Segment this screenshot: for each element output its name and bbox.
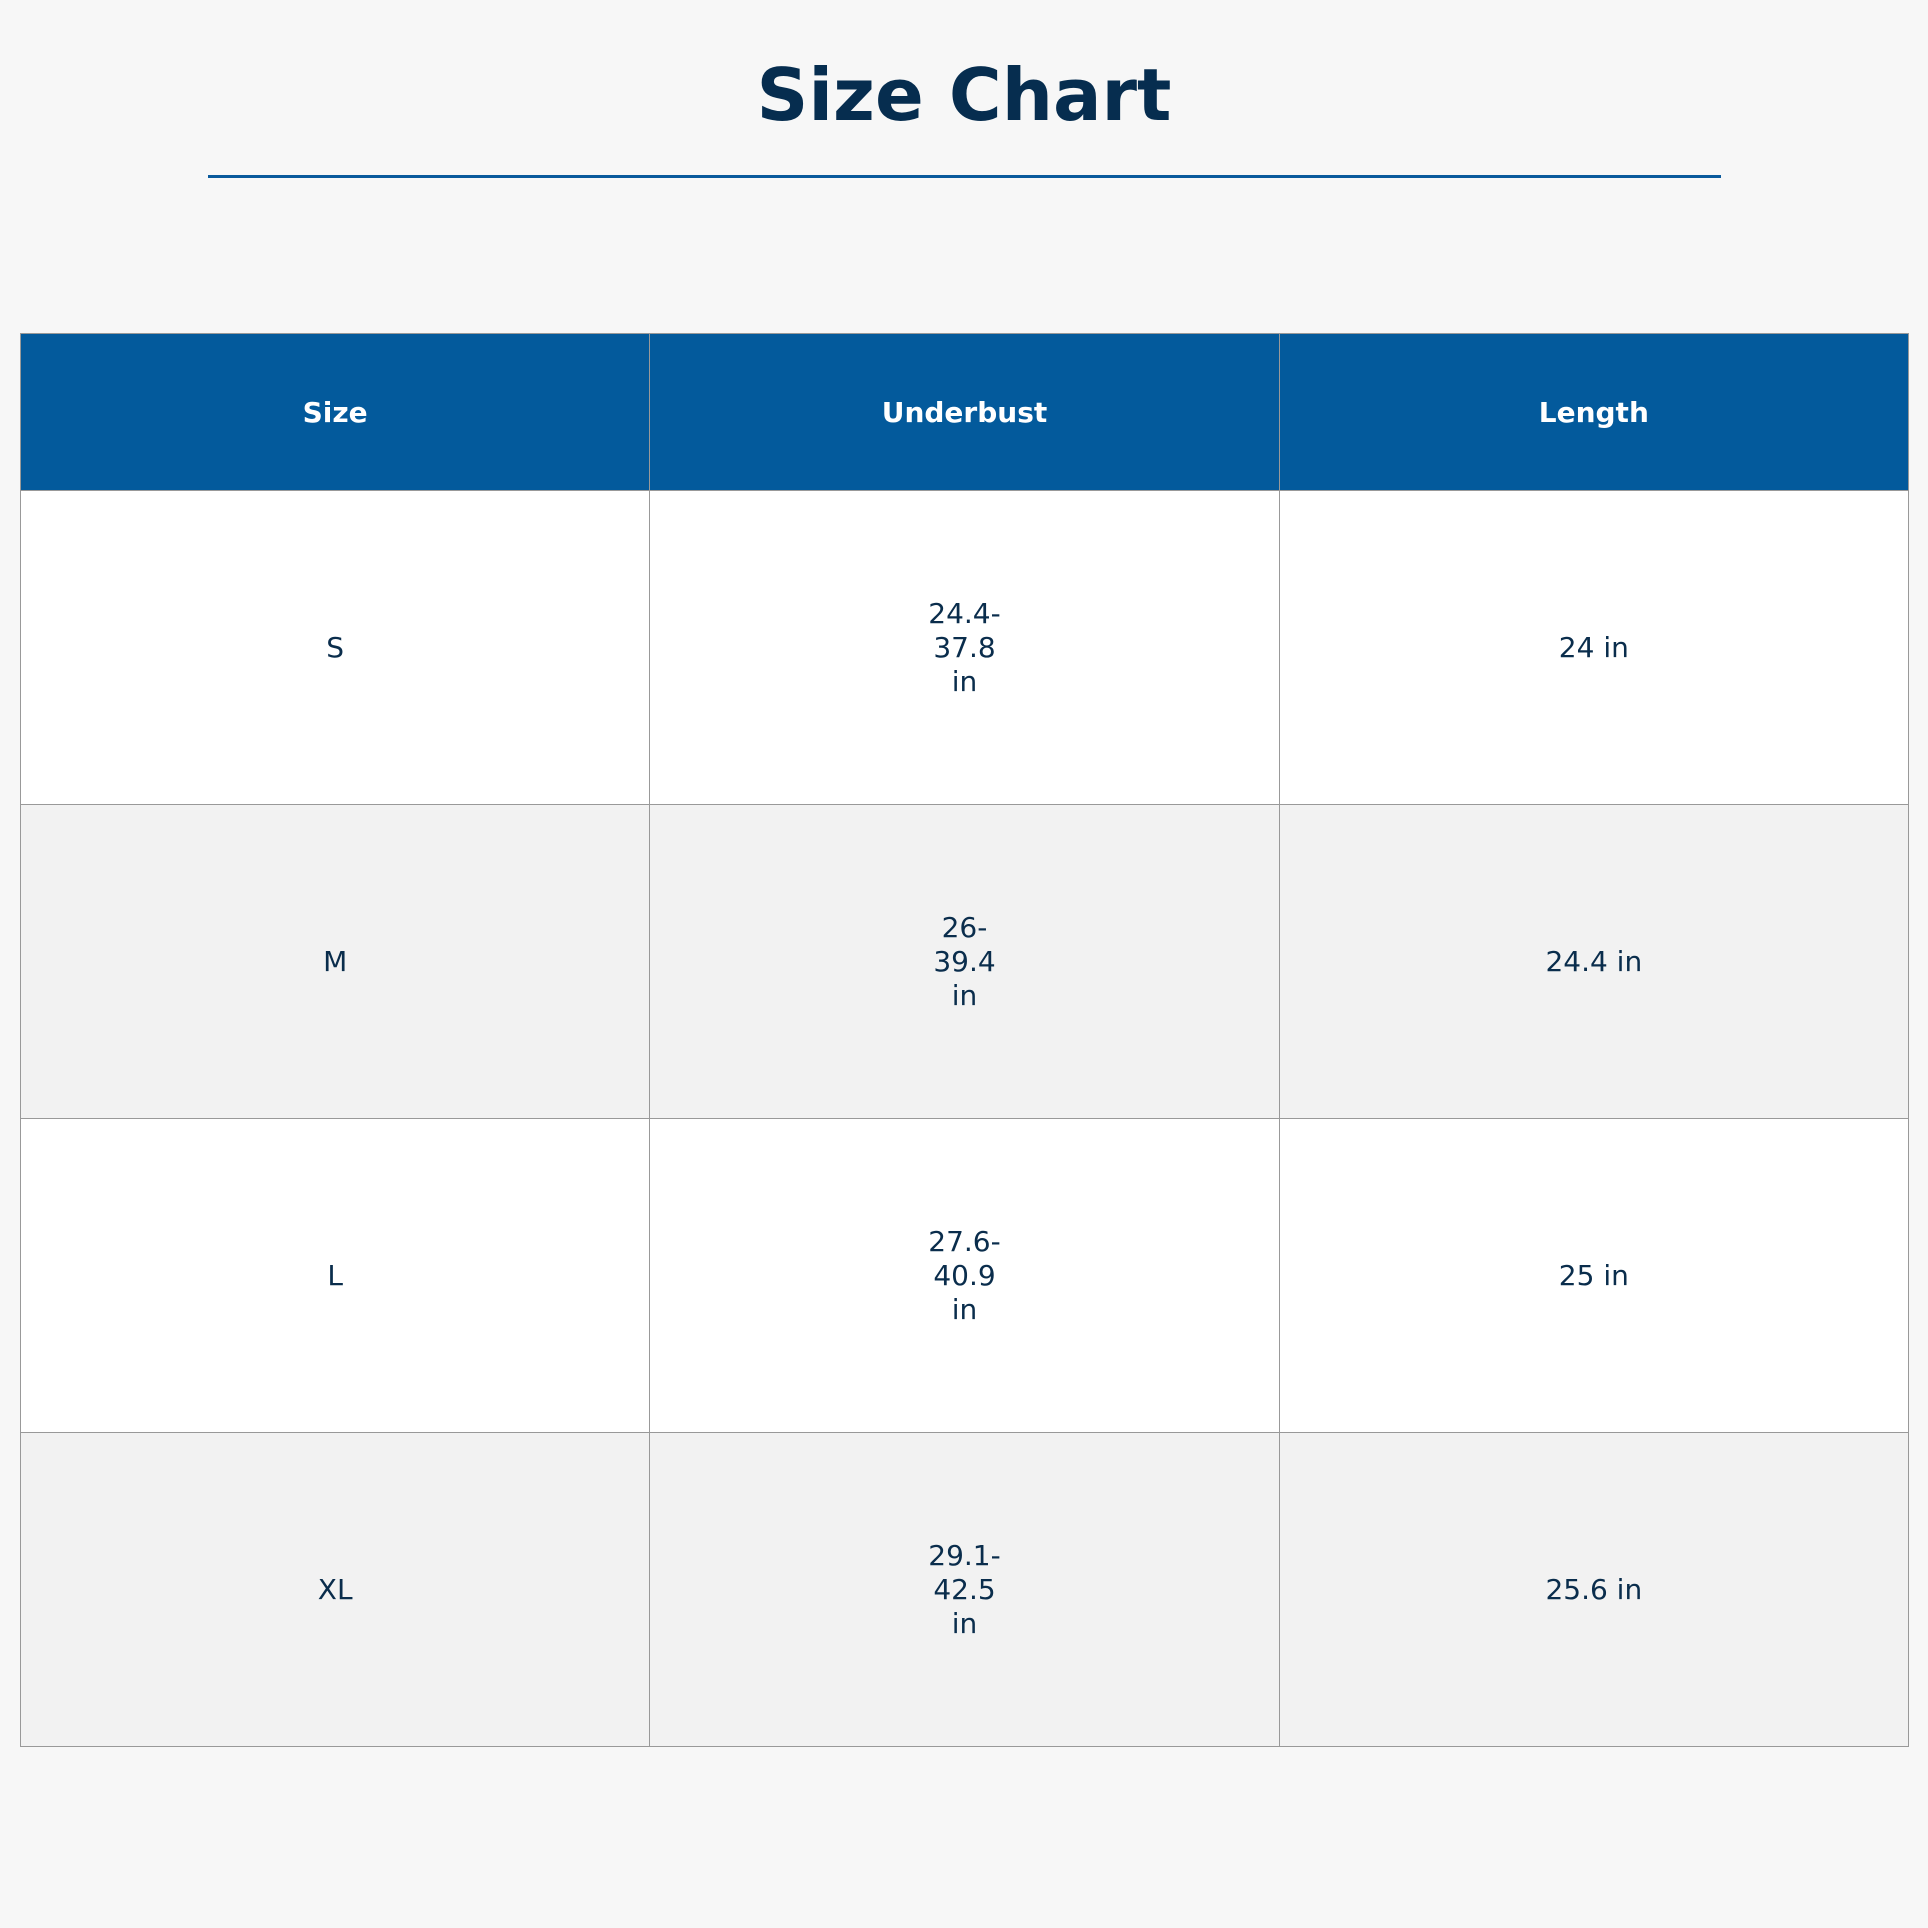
cell-length: 25.6 in — [1278, 1432, 1910, 1747]
cell-size: S — [19, 490, 651, 805]
table-row: S 24.4-37.8 in 24 in — [19, 490, 1910, 805]
cell-size: XL — [19, 1432, 651, 1747]
table-row: M 26-39.4 in 24.4 in — [19, 804, 1910, 1119]
underbust-value: 24.4-37.8 in — [928, 596, 1001, 698]
cell-length: 24 in — [1278, 490, 1910, 805]
cell-underbust: 27.6-40.9 in — [649, 1118, 1280, 1433]
underbust-value: 27.6-40.9 in — [928, 1224, 1001, 1326]
cell-length: 24.4 in — [1278, 804, 1910, 1119]
header-underbust: Underbust — [649, 333, 1280, 491]
cell-underbust: 26-39.4 in — [649, 804, 1280, 1119]
cell-underbust: 29.1-42.5 in — [649, 1432, 1280, 1747]
cell-size: M — [19, 804, 651, 1119]
cell-size: L — [19, 1118, 651, 1433]
title-divider — [208, 175, 1721, 178]
underbust-value: 26-39.4 in — [933, 910, 996, 1012]
table-row: L 27.6-40.9 in 25 in — [19, 1118, 1910, 1433]
table-header-row: Size Underbust Length — [19, 333, 1910, 491]
underbust-value: 29.1-42.5 in — [928, 1538, 1001, 1640]
page-title: Size Chart — [756, 53, 1172, 137]
cell-length: 25 in — [1278, 1118, 1910, 1433]
size-chart-table: Size Underbust Length S 24.4-37.8 in 24 … — [19, 333, 1910, 1747]
header-length: Length — [1278, 333, 1910, 491]
cell-underbust: 24.4-37.8 in — [649, 490, 1280, 805]
table-row: XL 29.1-42.5 in 25.6 in — [19, 1432, 1910, 1747]
header-size: Size — [19, 333, 651, 491]
